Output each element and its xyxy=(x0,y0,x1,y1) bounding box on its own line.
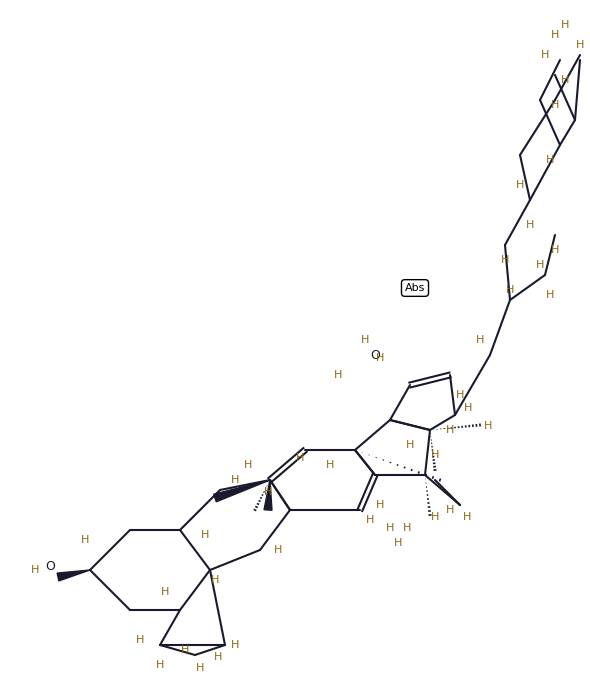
Text: H: H xyxy=(326,460,334,470)
Text: H: H xyxy=(561,75,569,85)
Text: H: H xyxy=(526,220,534,230)
Text: H: H xyxy=(403,523,411,533)
Text: H: H xyxy=(546,290,554,300)
Text: H: H xyxy=(551,100,559,110)
Text: H: H xyxy=(296,453,304,463)
Polygon shape xyxy=(264,480,272,510)
Text: H: H xyxy=(506,285,514,295)
Text: H: H xyxy=(456,390,464,400)
Polygon shape xyxy=(214,480,270,502)
Text: H: H xyxy=(376,353,384,363)
Text: H: H xyxy=(446,505,454,515)
Text: H: H xyxy=(196,663,204,673)
Text: H: H xyxy=(181,645,189,655)
Text: H: H xyxy=(476,335,484,345)
Text: H: H xyxy=(376,500,384,510)
Text: H: H xyxy=(231,475,239,485)
Text: H: H xyxy=(561,20,569,30)
Text: H: H xyxy=(334,370,342,380)
Text: H: H xyxy=(446,425,454,435)
Text: H: H xyxy=(501,255,509,265)
Text: H: H xyxy=(274,545,282,555)
Text: H: H xyxy=(551,30,559,40)
Text: H: H xyxy=(546,155,554,165)
Text: H: H xyxy=(201,530,209,540)
Text: H: H xyxy=(214,652,222,662)
Text: H: H xyxy=(463,512,471,522)
Text: H: H xyxy=(431,450,439,460)
Text: H: H xyxy=(211,575,219,585)
Polygon shape xyxy=(57,570,90,581)
Text: H: H xyxy=(244,460,252,470)
Text: H: H xyxy=(264,487,272,497)
Text: H: H xyxy=(81,535,89,545)
Text: H: H xyxy=(406,440,414,450)
Text: H: H xyxy=(361,335,369,345)
Text: O: O xyxy=(45,559,55,572)
Text: H: H xyxy=(536,260,544,270)
Text: H: H xyxy=(136,635,144,645)
Text: H: H xyxy=(464,403,472,413)
Text: H: H xyxy=(516,180,524,190)
Text: H: H xyxy=(394,538,402,548)
Text: H: H xyxy=(231,640,239,650)
Text: H: H xyxy=(156,660,164,670)
Text: H: H xyxy=(386,523,394,533)
Text: H: H xyxy=(431,512,439,522)
Text: H: H xyxy=(551,245,559,255)
Text: Abs: Abs xyxy=(405,283,425,293)
Text: H: H xyxy=(484,421,492,431)
Text: H: H xyxy=(161,587,169,597)
Text: H: H xyxy=(541,50,549,60)
Text: O: O xyxy=(370,348,380,361)
Text: H: H xyxy=(576,40,584,50)
Text: H: H xyxy=(366,515,374,525)
Text: H: H xyxy=(31,565,39,575)
